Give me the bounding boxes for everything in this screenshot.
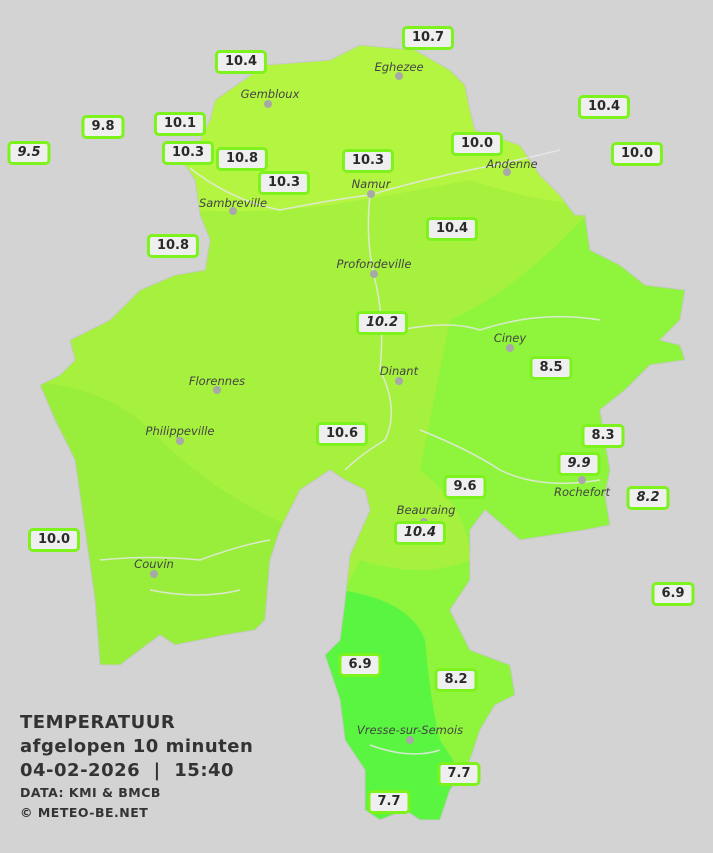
station-label[interactable]: 8.2 [626, 486, 670, 510]
station-label[interactable]: 10.3 [257, 171, 311, 195]
rivers [99, 149, 601, 755]
city-namur: Namur [351, 177, 391, 191]
station-label[interactable]: 8.5 [529, 356, 573, 380]
city-dot [176, 437, 184, 445]
city-andenne: Andenne [486, 157, 538, 171]
station-label[interactable]: 8.2 [434, 668, 478, 692]
station-label[interactable]: 9.6 [443, 475, 487, 499]
city-rochefort: Rochefort [553, 485, 611, 499]
city-dot [213, 386, 221, 394]
station-label[interactable]: 10.7 [401, 26, 455, 50]
station-label[interactable]: 7.7 [437, 762, 481, 786]
city-dot [370, 270, 378, 278]
city-dot [578, 476, 586, 484]
legend: TEMPERATUUR afgelopen 10 minuten 04-02-2… [20, 711, 253, 823]
station-label[interactable]: 7.7 [367, 790, 411, 814]
station-label[interactable]: 10.4 [577, 95, 631, 119]
city-dot [506, 344, 514, 352]
city-gembloux: Gembloux [240, 87, 300, 101]
station-label[interactable]: 10.4 [214, 50, 268, 74]
station-label[interactable]: 9.5 [7, 141, 51, 165]
city-dinant: Dinant [379, 364, 419, 378]
city-eghezee: Eghezee [374, 60, 424, 74]
legend-source: DATA: KMI & BMCB [20, 785, 161, 800]
legend-period: afgelopen 10 minuten [20, 736, 254, 757]
city-dot [367, 190, 375, 198]
city-couvin: Couvin [134, 557, 174, 571]
city-ciney: Ciney [493, 331, 527, 345]
legend-copyright: © METEO-BE.NET [20, 805, 149, 820]
station-label[interactable]: 10.6 [315, 422, 369, 446]
station-label[interactable]: 9.8 [81, 115, 125, 139]
station-label[interactable]: 10.0 [27, 528, 81, 552]
station-label[interactable]: 8.3 [581, 424, 625, 448]
city-dot [503, 168, 511, 176]
station-label[interactable]: 9.9 [557, 452, 601, 476]
city-philippeville: Philippeville [145, 424, 215, 438]
station-label[interactable]: 10.8 [146, 234, 200, 258]
station-label[interactable]: 10.1 [153, 112, 207, 136]
station-label[interactable]: 10.3 [341, 149, 395, 173]
city-florennes: Florennes [188, 374, 246, 388]
station-label[interactable]: 10.3 [161, 141, 215, 165]
city-profondeville: Profondeville [336, 257, 412, 271]
station-label[interactable]: 10.4 [393, 521, 447, 545]
station-label[interactable]: 10.8 [215, 147, 269, 171]
legend-datetime: 04-02-2026 | 15:40 [20, 760, 235, 781]
legend-title: TEMPERATUUR [20, 712, 176, 733]
city-beauraing: Beauraing [396, 503, 456, 517]
city-dot [395, 377, 403, 385]
city-sambreville: Sambreville [198, 196, 268, 210]
station-label[interactable]: 10.2 [355, 311, 409, 335]
city-dot [406, 736, 414, 744]
station-label[interactable]: 6.9 [338, 653, 382, 677]
station-label[interactable]: 10.0 [610, 142, 664, 166]
city-dot [264, 100, 272, 108]
city-dot [229, 207, 237, 215]
station-label[interactable]: 6.9 [651, 582, 695, 606]
city-dot [150, 570, 158, 578]
station-label[interactable]: 10.4 [425, 217, 479, 241]
station-label[interactable]: 10.0 [450, 132, 504, 156]
city-vresse-sur-semois: Vresse-sur-Semois [356, 723, 464, 737]
city-dot [395, 72, 403, 80]
